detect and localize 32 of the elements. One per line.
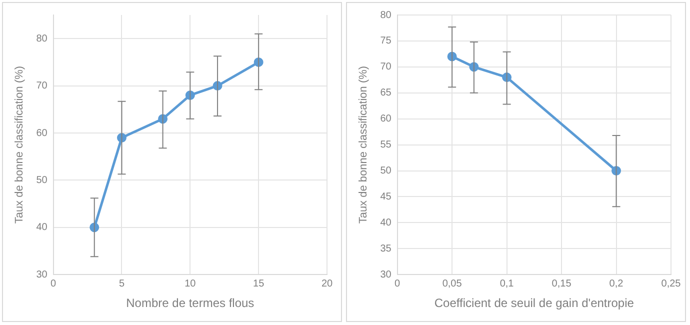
y-tick-label: 55: [380, 140, 392, 151]
x-tick-label: 15: [253, 278, 265, 290]
x-tick-label: 20: [321, 278, 333, 290]
x-axis-title: Nombre de termes flous: [126, 296, 254, 310]
y-tick-label: 60: [380, 114, 392, 125]
y-tick-label: 75: [380, 36, 392, 47]
y-tick-label: 30: [36, 269, 48, 280]
x-tick-label: 0,1: [500, 278, 514, 290]
y-tick-label: 30: [380, 269, 392, 280]
y-axis-title: Taux de bonne classification (%): [358, 66, 370, 224]
y-tick-label: 50: [36, 174, 48, 186]
y-tick-label: 80: [36, 33, 48, 44]
x-tick-label: 0: [50, 278, 57, 290]
x-tick-label: 0,2: [609, 278, 624, 290]
y-tick-label: 35: [380, 243, 392, 254]
y-tick-label: 70: [36, 80, 48, 92]
x-tick-label: 5: [118, 278, 125, 290]
x-tick-label: 0: [394, 278, 401, 290]
x-tick-label: 0,05: [442, 278, 462, 290]
y-axis-title: Taux de bonne classification (%): [14, 66, 26, 224]
y-tick-label: 50: [380, 166, 392, 177]
y-tick-label: 80: [380, 10, 392, 21]
y-tick-label: 40: [380, 217, 392, 228]
x-tick-label: 0,15: [552, 278, 572, 290]
x-tick-label: 0,25: [661, 278, 682, 290]
y-tick-label: 40: [36, 222, 48, 234]
x-axis-title: Coefficient de seuil de gain d'entropie: [434, 296, 634, 310]
x-tick-label: 10: [184, 278, 196, 290]
y-tick-label: 65: [380, 88, 392, 99]
y-tick-label: 70: [380, 62, 392, 73]
y-tick-label: 45: [380, 191, 392, 202]
y-tick-label: 60: [36, 128, 48, 139]
